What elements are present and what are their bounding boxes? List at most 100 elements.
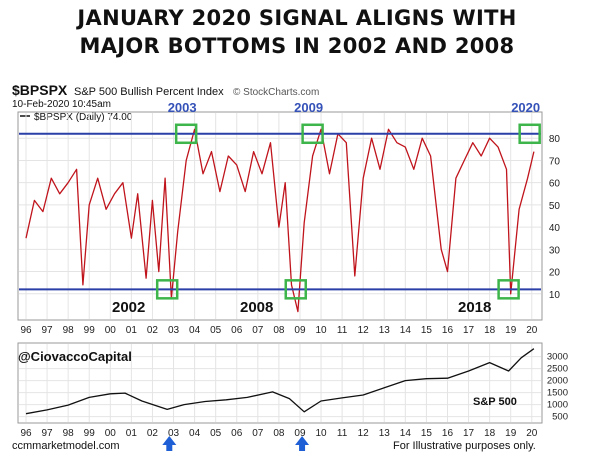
top-x-tick-label: 01	[126, 325, 138, 336]
arrow-head-icon	[162, 436, 177, 445]
top-x-tick-label: 97	[42, 325, 54, 336]
chart-source: © StockCharts.com	[233, 87, 319, 98]
footer-website[interactable]: ccmmarketmodel.com	[12, 440, 120, 452]
top-x-tick-label: 03	[168, 325, 180, 336]
bottom-x-tick-label: 09	[294, 428, 306, 439]
bottom-x-tick-label: 19	[505, 428, 517, 439]
bottom-x-tick-label: 15	[421, 428, 433, 439]
top-y-axis: 10 20 30 40 50 60 70 80	[549, 134, 561, 301]
top-x-tick-label: 99	[84, 325, 96, 336]
bottom-x-tick-label: 06	[231, 428, 243, 439]
top-x-tick-label: 11	[337, 325, 348, 336]
bottom-panel-grid	[19, 344, 541, 422]
top-y-tick-label: 40	[549, 223, 561, 234]
top-y-tick-label: 70	[549, 156, 561, 167]
arrow-head-icon	[295, 436, 310, 445]
bottom-x-tick-label: 00	[105, 428, 117, 439]
top-x-tick-label: 13	[379, 325, 391, 336]
top-x-tick-label: 08	[273, 325, 285, 336]
bottom-x-tick-label: 98	[63, 428, 75, 439]
top-x-tick-label: 04	[189, 325, 201, 336]
top-x-tick-label: 15	[421, 325, 433, 336]
bottom-x-tick-label: 14	[400, 428, 412, 439]
bottom-x-tick-label: 11	[337, 428, 348, 439]
top-x-tick-label: 02	[147, 325, 159, 336]
bottom-y-tick-label: 3000	[547, 352, 568, 363]
top-x-tick-label: 96	[20, 325, 32, 336]
bottom-x-tick-label: 18	[484, 428, 496, 439]
bottom-x-tick-label: 17	[463, 428, 475, 439]
highlight-boxes	[155, 123, 541, 300]
bottom-y-tick-label: 2500	[547, 364, 568, 375]
top-x-tick-label: 20	[526, 325, 538, 336]
top-x-tick-label: 12	[358, 325, 370, 336]
arrow-shaft	[299, 444, 306, 451]
highlight-box	[155, 279, 179, 300]
top-y-tick-label: 20	[549, 268, 561, 279]
chart-name: S&P 500 Bullish Percent Index	[74, 86, 224, 98]
top-year-label-2020: 2020	[511, 100, 540, 115]
top-panel-frame	[17, 111, 543, 321]
bottom-arrows	[162, 436, 310, 451]
top-x-tick-label: 05	[210, 325, 222, 336]
arrow-shaft	[166, 444, 173, 451]
top-x-tick-label: 16	[442, 325, 454, 336]
sp500-label: S&P 500	[473, 396, 517, 408]
top-x-tick-label: 98	[63, 325, 75, 336]
bottom-y-tick-label: 1500	[547, 388, 568, 399]
highlight-box	[518, 123, 541, 145]
headline-line-2: MAJOR BOTTOMS IN 2002 AND 2008	[79, 34, 515, 58]
bottom-x-tick-label: 97	[42, 428, 54, 439]
bottom-x-tick-label: 01	[126, 428, 138, 439]
top-y-tick-label: 60	[549, 179, 561, 190]
top-y-tick-label: 50	[549, 201, 561, 212]
headline-line-1: JANUARY 2020 SIGNAL ALIGNS WITH	[77, 6, 517, 30]
bottom-x-tick-label: 10	[315, 428, 327, 439]
top-x-tick-label: 07	[252, 325, 264, 336]
bottom-year-label-2002: 2002	[112, 299, 145, 316]
bullish-percent-series-line	[25, 128, 535, 313]
top-y-tick-label: 10	[549, 290, 561, 301]
top-x-tick-label: 14	[400, 325, 412, 336]
top-y-tick-label: 80	[549, 134, 561, 145]
bottom-y-tick-label: 500	[552, 412, 568, 423]
handle-label: @CiovaccoCapital	[18, 349, 132, 364]
bottom-x-tick-label: 07	[252, 428, 264, 439]
reference-lines	[19, 132, 541, 291]
top-x-axis: 96 97 98 99 00 01 02 03 04 05 06 07 08 09 10 11 12 13 14 15…	[20, 325, 537, 336]
bottom-x-tick-label: 03	[168, 428, 180, 439]
bottom-x-tick-label: 96	[20, 428, 32, 439]
top-x-tick-label: 10	[315, 325, 327, 336]
highlight-box	[174, 123, 198, 145]
legend-entry: $BPSPX (Daily) 74.00	[34, 112, 133, 123]
bottom-x-tick-label: 13	[379, 428, 391, 439]
bottom-x-tick-label: 99	[84, 428, 96, 439]
bottom-year-label-2018: 2018	[458, 299, 491, 316]
highlight-box	[301, 123, 324, 145]
top-x-tick-label: 09	[294, 325, 306, 336]
chart-symbol: $BPSPX	[12, 82, 68, 98]
top-x-tick-label: 06	[231, 325, 243, 336]
bottom-x-tick-label: 05	[210, 428, 222, 439]
bottom-x-tick-label: 04	[189, 428, 201, 439]
bottom-x-tick-label: 12	[358, 428, 370, 439]
sp500-series-line	[25, 348, 535, 415]
top-x-tick-label: 17	[463, 325, 475, 336]
bottom-x-tick-label: 08	[273, 428, 285, 439]
top-year-label-2003: 2003	[168, 100, 197, 115]
bottom-y-tick-label: 2000	[547, 376, 568, 387]
chart-timestamp: 10-Feb-2020 10:45am	[12, 99, 111, 110]
top-x-tick-label: 00	[105, 325, 117, 336]
bottom-x-axis: 96 97 98 99 00 01 02 03 04 05 06 07 08 09 10 11 12 13 14 15…	[20, 428, 537, 439]
highlight-box	[284, 279, 308, 300]
footer-disclaimer: For Illustrative purposes only.	[393, 440, 536, 452]
top-x-tick-label: 19	[505, 325, 517, 336]
bottom-panel-frame	[17, 342, 543, 424]
bottom-y-tick-label: 1000	[547, 400, 568, 411]
top-year-label-2009: 2009	[294, 100, 323, 115]
bottom-x-tick-label: 20	[526, 428, 538, 439]
highlight-box	[497, 279, 520, 300]
top-panel-grid	[19, 113, 541, 319]
